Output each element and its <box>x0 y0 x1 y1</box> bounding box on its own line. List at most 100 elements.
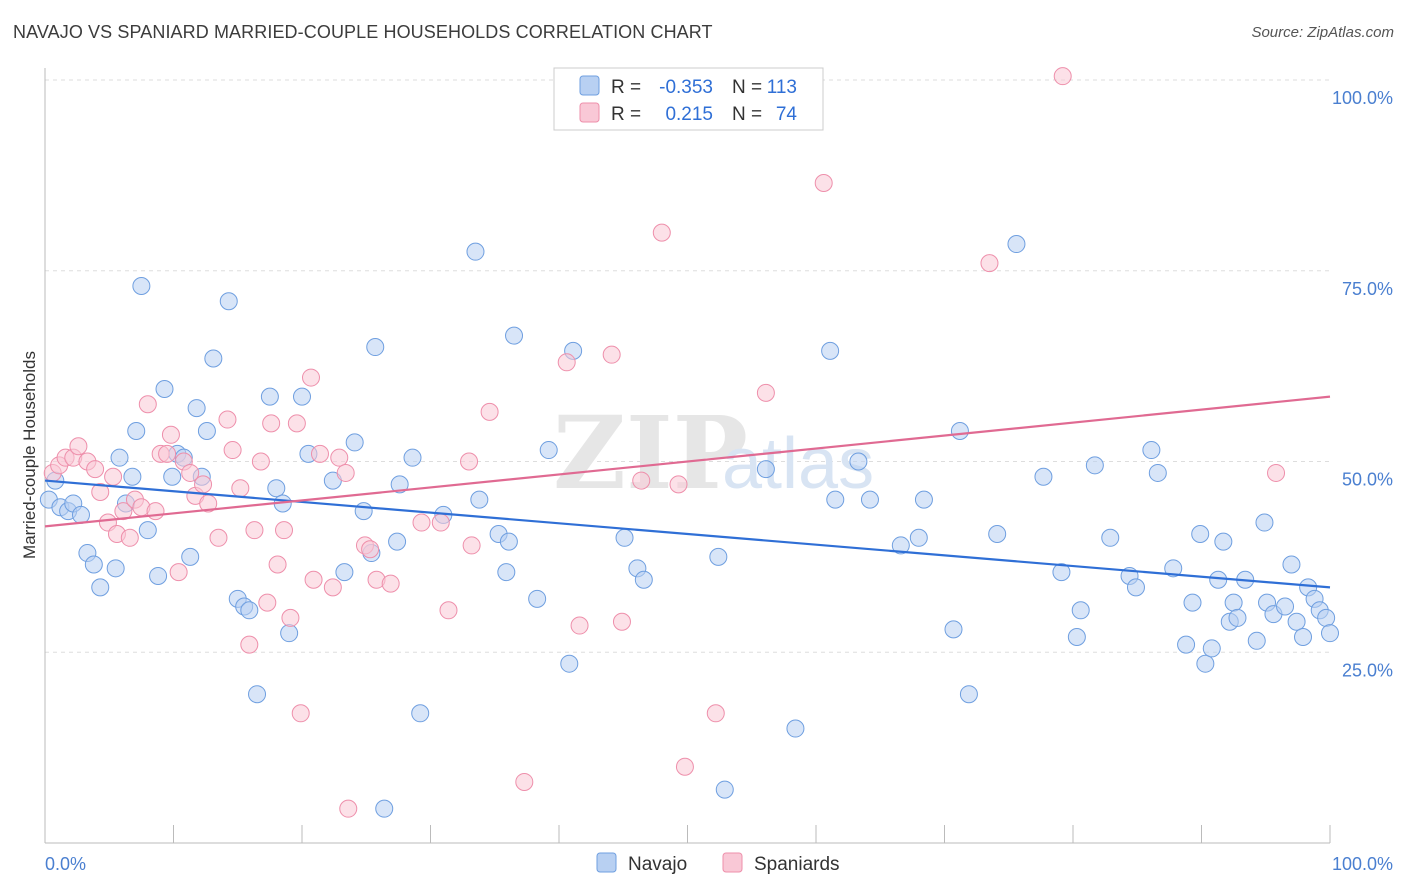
spaniards-point-15 <box>138 395 157 414</box>
bottom-legend-spaniards: Spaniards <box>754 854 840 875</box>
spaniards-point-19 <box>161 425 180 444</box>
spaniards-point-34 <box>262 414 281 433</box>
spaniards-point-54 <box>460 452 479 471</box>
spaniards-point-9 <box>104 467 123 486</box>
spaniards-point-36 <box>275 521 294 540</box>
correlation-legend: R = -0.353 N = 113 R = 0.215 N = 74 <box>553 67 824 131</box>
bottom-legend-swatch-spaniards <box>722 852 743 873</box>
spaniards-point-7 <box>91 483 110 502</box>
navajo-point-21 <box>181 547 200 566</box>
series-legend: Navajo Spaniards <box>596 852 840 875</box>
spaniards-point-71 <box>1267 463 1286 482</box>
navajo-point-106 <box>1287 612 1306 631</box>
navajo-point-61 <box>634 570 653 589</box>
navajo-point-81 <box>1071 601 1090 620</box>
navajo-point-67 <box>826 490 845 509</box>
navajo-point-9 <box>106 559 125 578</box>
navajo-point-92 <box>1196 654 1215 673</box>
spaniards-point-18 <box>158 444 177 463</box>
watermark: ZIP atlas <box>553 394 874 512</box>
spaniards-point-52 <box>431 513 450 532</box>
spaniards-point-69 <box>980 254 999 273</box>
navajo-point-94 <box>1209 570 1228 589</box>
navajo-point-74 <box>950 421 969 440</box>
spaniards-point-26 <box>209 528 228 547</box>
navajo-point-44 <box>388 532 407 551</box>
spaniards-point-33 <box>258 593 277 612</box>
spaniards-point-11 <box>114 502 133 521</box>
navajo-point-63 <box>715 780 734 799</box>
navajo-point-57 <box>560 654 579 673</box>
navajo-point-93 <box>1202 639 1221 658</box>
legend-r-label-navajo: R = <box>611 77 641 98</box>
x-tick-label-1: 100.0% <box>1332 854 1393 874</box>
navajo-point-56 <box>539 441 558 460</box>
navajo-point-53 <box>499 532 518 551</box>
spaniards-point-39 <box>291 704 310 723</box>
spaniards-point-46 <box>339 799 358 818</box>
navajo-point-15 <box>138 521 157 540</box>
data-points <box>39 67 1339 818</box>
chart-title: NAVAJO VS SPANIARD MARRIED-COUPLE HOUSEH… <box>13 22 713 42</box>
navajo-point-62 <box>709 547 728 566</box>
navajo-point-17 <box>155 380 174 399</box>
spaniards-point-24 <box>194 475 213 494</box>
axes <box>44 68 1331 844</box>
y-tick-label-3: 100.0% <box>1332 88 1393 108</box>
navajo-point-12 <box>123 467 142 486</box>
spaniards-point-68 <box>814 174 833 193</box>
spaniards-point-35 <box>268 555 287 574</box>
spaniards-point-66 <box>706 704 725 723</box>
navajo-point-40 <box>354 502 373 521</box>
navajo-point-70 <box>891 536 910 555</box>
spaniards-point-20 <box>169 563 188 582</box>
navajo-point-47 <box>411 704 430 723</box>
spaniards-point-31 <box>245 521 264 540</box>
spaniards-point-41 <box>304 570 323 589</box>
navajo-point-54 <box>505 326 524 345</box>
navajo-point-25 <box>204 349 223 368</box>
navajo-point-35 <box>293 387 311 406</box>
legend-n-spaniards: 74 <box>776 104 798 125</box>
spaniards-point-12 <box>120 528 139 547</box>
navajo-point-18 <box>163 467 182 486</box>
navajo-trend-line <box>44 479 1331 589</box>
spaniards-point-67 <box>756 383 775 402</box>
navajo-point-100 <box>1247 631 1266 650</box>
spaniards-point-37 <box>281 608 300 627</box>
watermark-zip: ZIP <box>553 394 748 512</box>
navajo-point-105 <box>1282 555 1301 574</box>
navajo-point-83 <box>1101 528 1120 547</box>
spaniards-point-50 <box>381 574 400 593</box>
watermark-atlas: atlas <box>722 424 874 504</box>
navajo-point-10 <box>110 448 129 467</box>
x-tick-label-0: 0.0% <box>45 854 86 874</box>
spaniards-point-55 <box>462 536 481 555</box>
navajo-point-32 <box>267 479 286 498</box>
y-axis-label: Married-couple Households <box>20 351 39 559</box>
navajo-point-38 <box>335 563 354 582</box>
navajo-point-14 <box>132 277 151 296</box>
navajo-point-85 <box>1126 578 1145 597</box>
legend-n-navajo: 113 <box>767 77 797 98</box>
navajo-point-26 <box>219 292 238 311</box>
spaniards-point-63 <box>652 223 671 242</box>
spaniards-point-42 <box>310 444 329 463</box>
navajo-point-68 <box>849 452 868 471</box>
navajo-point-59 <box>615 528 634 547</box>
navajo-point-52 <box>497 563 516 582</box>
spaniards-point-57 <box>515 772 534 791</box>
y-tick-label-2: 75.0% <box>1342 279 1393 299</box>
legend-r-label-spaniards: R = <box>611 104 641 125</box>
navajo-point-49 <box>466 242 485 261</box>
navajo-point-73 <box>944 620 963 639</box>
y-tick-label-0: 25.0% <box>1342 660 1393 680</box>
navajo-point-91 <box>1191 524 1210 543</box>
navajo-point-80 <box>1067 627 1086 646</box>
y-tick-labels: 25.0% 50.0% 75.0% 100.0% <box>1332 88 1393 680</box>
legend-r-spaniards: 0.215 <box>665 104 713 125</box>
spaniards-point-29 <box>231 479 250 498</box>
navajo-point-87 <box>1148 463 1167 482</box>
navajo-point-29 <box>240 601 259 620</box>
navajo-point-79 <box>1052 563 1071 582</box>
